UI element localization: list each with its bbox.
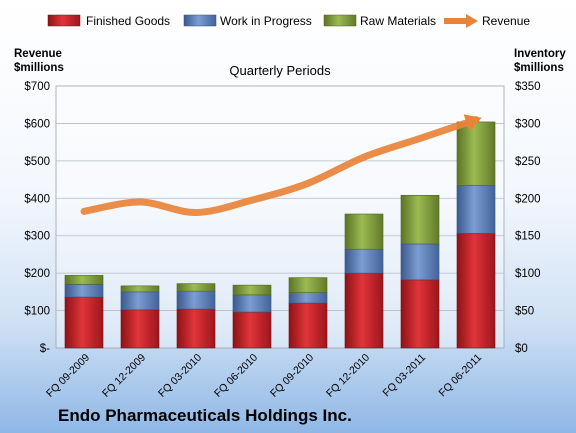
- bar-work-in-progress: [288, 292, 328, 304]
- legend-swatch-raw-materials: [323, 14, 357, 27]
- right-tick-label: $0: [515, 343, 528, 355]
- legend-swatch-finished-goods: [47, 14, 81, 27]
- revenue-line: [80, 116, 480, 217]
- left-tick-label: $100: [24, 306, 50, 318]
- right-tick-label: $100: [515, 268, 541, 280]
- right-tick-label: $200: [515, 193, 541, 205]
- right-axis: $0 $50 $100 $150 $200 $250 $300 $350: [515, 81, 541, 355]
- bar-raw-materials: [232, 284, 272, 296]
- bar-finished-goods: [176, 308, 216, 349]
- bar-finished-goods: [232, 311, 272, 349]
- right-axis-title-line1: Inventory: [514, 48, 566, 60]
- x-tick-label: FQ 12-2010: [324, 352, 372, 400]
- legend-label-work-in-progress: Work in Progress: [220, 14, 312, 28]
- bar-finished-goods: [288, 302, 328, 349]
- bar-work-in-progress: [232, 294, 272, 313]
- legend-swatch-work-in-progress: [183, 14, 217, 27]
- x-tick-label: FQ 03-2010: [156, 352, 204, 400]
- bar-work-in-progress: [400, 243, 440, 281]
- bar-finished-goods: [344, 272, 384, 349]
- legend-label-finished-goods: Finished Goods: [86, 14, 170, 28]
- bar-work-in-progress: [344, 248, 384, 274]
- legend-arrow-revenue-icon: [466, 14, 478, 28]
- right-tick-label: $250: [515, 156, 541, 168]
- bar-finished-goods: [120, 309, 160, 349]
- legend-label-revenue: Revenue: [482, 14, 530, 28]
- x-tick-label: FQ 09-2009: [44, 352, 92, 400]
- right-tick-label: $350: [515, 81, 541, 93]
- bar-raw-materials: [456, 121, 496, 186]
- bar-work-in-progress: [120, 291, 160, 311]
- legend-item-raw-materials: Raw Materials: [323, 14, 436, 28]
- legend-item-finished-goods: Finished Goods: [47, 14, 170, 28]
- bar-finished-goods: [400, 279, 440, 349]
- bar-work-in-progress: [64, 284, 104, 298]
- bar-raw-materials: [176, 283, 216, 292]
- left-axis-title-line1: Revenue: [14, 48, 62, 60]
- company-name: Endo Pharmaceuticals Holdings Inc.: [58, 406, 352, 425]
- left-tick-label: $-: [40, 343, 50, 355]
- revenue-line-series: [80, 114, 482, 217]
- chart-title: Quarterly Periods: [229, 63, 331, 78]
- legend: Finished Goods Work in Progress Raw Mate…: [47, 14, 530, 28]
- bar-work-in-progress: [176, 290, 216, 310]
- right-tick-label: $150: [515, 231, 541, 243]
- left-tick-label: $500: [24, 156, 50, 168]
- x-tick-label: FQ 12-2009: [100, 352, 148, 400]
- bar-raw-materials: [344, 213, 384, 250]
- revenue-arrowhead: [463, 114, 482, 132]
- right-axis-title-line2: $millions: [514, 62, 564, 74]
- bar-raw-materials: [288, 277, 328, 293]
- right-tick-label: $300: [515, 118, 541, 130]
- left-tick-label: $700: [24, 81, 50, 93]
- left-tick-label: $400: [24, 193, 50, 205]
- bar-finished-goods: [456, 233, 496, 349]
- bar-finished-goods: [64, 296, 104, 349]
- x-tick-label: FQ 06-2010: [212, 352, 260, 400]
- bar-raw-materials: [64, 275, 104, 285]
- left-axis-title-line2: $millions: [14, 62, 64, 74]
- x-tick-label: FQ 09-2010: [268, 352, 316, 400]
- bar-series: [64, 121, 496, 349]
- left-axis: $- $100 $200 $300 $400 $500 $600 $700: [24, 81, 50, 355]
- legend-item-work-in-progress: Work in Progress: [183, 14, 312, 28]
- left-tick-label: $600: [24, 118, 50, 130]
- right-tick-label: $50: [515, 306, 534, 318]
- legend-item-revenue: Revenue: [444, 14, 530, 28]
- x-axis: FQ 09-2009 FQ 12-2009 FQ 03-2010 FQ 06-2010…: [44, 352, 484, 400]
- left-tick-label: $300: [24, 231, 50, 243]
- x-tick-label: FQ 03-2011: [381, 352, 429, 400]
- legend-label-raw-materials: Raw Materials: [360, 14, 436, 28]
- bar-work-in-progress: [456, 185, 496, 234]
- x-tick-label: FQ 06-2011: [437, 352, 485, 400]
- bar-raw-materials: [400, 194, 440, 245]
- bar-raw-materials: [120, 285, 160, 293]
- left-tick-label: $200: [24, 268, 50, 280]
